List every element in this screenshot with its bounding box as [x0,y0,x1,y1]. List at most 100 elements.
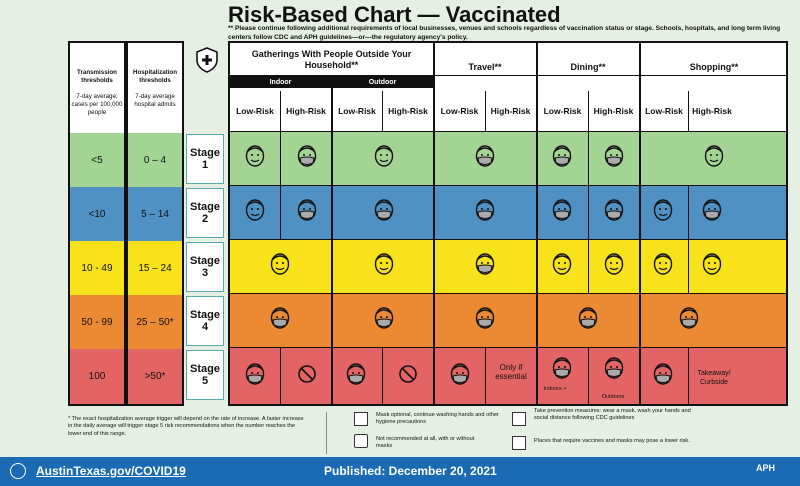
grid-line [230,239,786,240]
face-icon [550,251,574,277]
hospital-band-2: 5 – 14 [128,187,182,241]
hospital-value: 25 – 50* [136,316,174,328]
risk-high: High-Risk [593,105,634,116]
legend-not-recommended: Not recommended at all, with or without … [376,436,475,449]
shopping-header: Shopping** [689,61,739,72]
face-icon [268,251,292,277]
hospital-band-4: 25 – 50* [128,295,182,349]
hospital-value: 15 – 24 [138,262,172,274]
transmission-column: Transmission thresholds 7-day average; c… [68,41,126,406]
masked-face-icon [268,305,292,331]
masked-face-icon [651,361,675,387]
shield-plus-icon [194,46,220,74]
grid-line [230,131,786,132]
face-icon [702,143,726,169]
hospital-title: Hospitalization thresholds [132,69,177,84]
stage-1-label: Stage 1 [186,134,224,184]
face-icon [602,251,626,277]
masked-face-icon [473,305,497,331]
masked-face-icon [550,355,574,381]
masked-face-icon [550,197,574,223]
hospital-band-1: 0 – 4 [128,133,182,187]
risk-low: Low-Risk [543,105,582,116]
risk-high: High-Risk [388,105,428,116]
hospital-column: Hospitalization thresholds 7-day average… [126,41,184,406]
masked-face-icon [677,305,701,331]
grid-line [588,239,589,293]
stage-label-text: Stage 4 [190,309,220,333]
grid-line [331,76,333,404]
stage-label-text: Stage 5 [190,363,220,387]
face-icon [651,251,675,277]
stage-row-5 [230,347,786,404]
masked-face-icon [448,361,472,387]
hospital-band-3: 15 – 24 [128,241,182,295]
stage-row-1 [230,131,786,185]
grid-line [588,91,589,131]
stage-row-2 [230,185,786,239]
transmission-band-1: <5 [70,133,124,187]
face-icon [372,143,396,169]
masked-face-icon [473,143,497,169]
masked-face-icon [372,197,396,223]
transmission-value: 100 [88,371,106,382]
risk-high: High-Risk [490,105,531,116]
masked-face-icon [576,305,600,331]
grid-line [280,91,281,131]
transmission-value: 50 - 99 [81,316,113,328]
indoor-subhead: Indoor [230,76,331,88]
masked-face-icon [295,143,319,169]
published-date: Published: December 20, 2021 [324,464,497,478]
grid-line [230,347,786,348]
stage-label-text: Stage 1 [190,147,220,171]
shield-plus-icon [512,436,526,450]
grid-line [230,75,786,76]
grid-line [536,43,538,404]
aph-logo: APH [756,463,776,473]
hospital-band-5: >50* [128,349,182,404]
transmission-band-2: <10 [70,187,124,241]
masked-face-icon [344,361,368,387]
grid-line [588,347,589,404]
face-icon [372,251,396,277]
transmission-band-4: 50 - 99 [70,295,124,349]
takeaway-text: Takeaway/ Curbside [697,370,731,386]
grid-line [382,91,383,131]
masked-face-icon [473,197,497,223]
face-icon [651,197,675,223]
grid-line [639,43,641,404]
face-icon [700,251,724,277]
risk-high: High-Risk [692,105,732,116]
stage-4-label: Stage 4 [186,296,224,346]
transmission-band-3: 10 - 49 [70,241,124,295]
transmission-band-5: 100 [70,349,124,404]
outdoor-subhead: Outdoor [332,76,433,88]
stage-label-text: Stage 3 [190,255,220,279]
hospital-value: 0 – 4 [143,154,167,166]
footnote: * The exact hospitalization average trig… [68,416,304,437]
face-icon [354,412,368,426]
footer-bar: AustinTexas.gov/COVID19 Published: Decem… [0,457,800,486]
risk-low: Low-Risk [236,105,274,116]
indoors-text: Indoors + [543,386,567,392]
risk-low: Low-Risk [440,105,479,116]
stage-row-4 [230,293,786,347]
masked-face-icon [473,251,497,277]
face-icon [243,197,267,223]
transmission-value: <10 [88,208,106,220]
transmission-sub: 7-day average; cases per 100,000 people [71,93,123,116]
masked-face-icon [550,143,574,169]
grid-line [688,91,689,131]
page-note: ** Please continue following additional … [228,25,781,41]
grid-line [688,347,689,404]
masked-face-icon [372,305,396,331]
stage-5-label: Stage 5 [186,350,224,400]
covid-link[interactable]: AustinTexas.gov/COVID19 [36,464,186,478]
globe-icon [10,463,26,479]
risk-grid: Gatherings With People Outside Your Hous… [228,41,788,406]
hospital-sub: 7-day average hospital admits [134,93,176,108]
transmission-value: 10 - 49 [81,262,113,274]
only-if-essential-text: Only if essential [495,363,527,381]
outdoors-text: Outdoors [601,394,625,400]
legend-prevention: Take prevention measures: wear a mask, w… [534,408,691,421]
